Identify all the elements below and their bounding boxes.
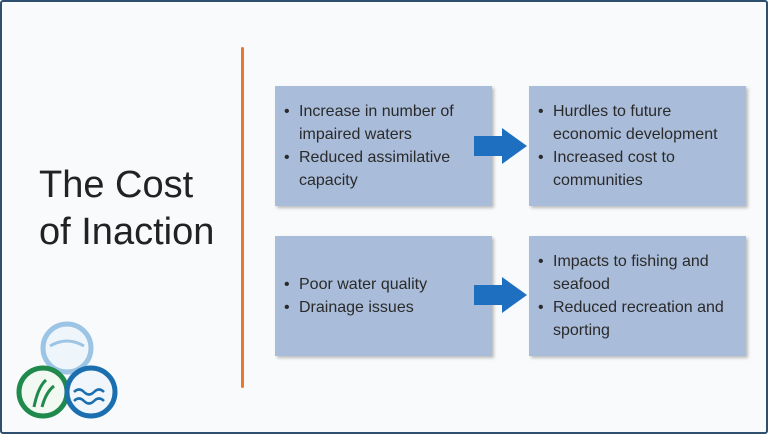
bullet: Poor water quality [284,273,427,296]
title-line: of Inaction [39,211,215,253]
divider [241,47,244,388]
arrow [474,277,527,313]
bullet-list: Poor water quality Drainage issues [275,273,433,319]
box: Hurdles to future economic development I… [529,86,746,206]
bullet: Increase in number of impaired waters [284,100,486,146]
box: Impacts to fishing and seafood Reduced r… [529,236,746,356]
bullet: Hurdles to future economic development [538,100,740,146]
bullet: Impacts to fishing and seafood [538,250,740,296]
arrow [474,128,527,164]
bullet-list: Hurdles to future economic development I… [529,100,746,192]
logo [16,321,118,419]
bullet-list: Impacts to fishing and seafood Reduced r… [529,250,746,342]
bullet: Increased cost to communities [538,146,740,192]
box: Poor water quality Drainage issues [275,236,492,356]
box: Increase in number of impaired waters Re… [275,86,492,206]
bullet: Reduced recreation and sporting [538,296,740,342]
bullet: Drainage issues [284,296,427,319]
bullet: Reduced assimilative capacity [284,146,486,192]
bullet-list: Increase in number of impaired waters Re… [275,100,492,192]
title-line: The Cost [39,164,194,206]
